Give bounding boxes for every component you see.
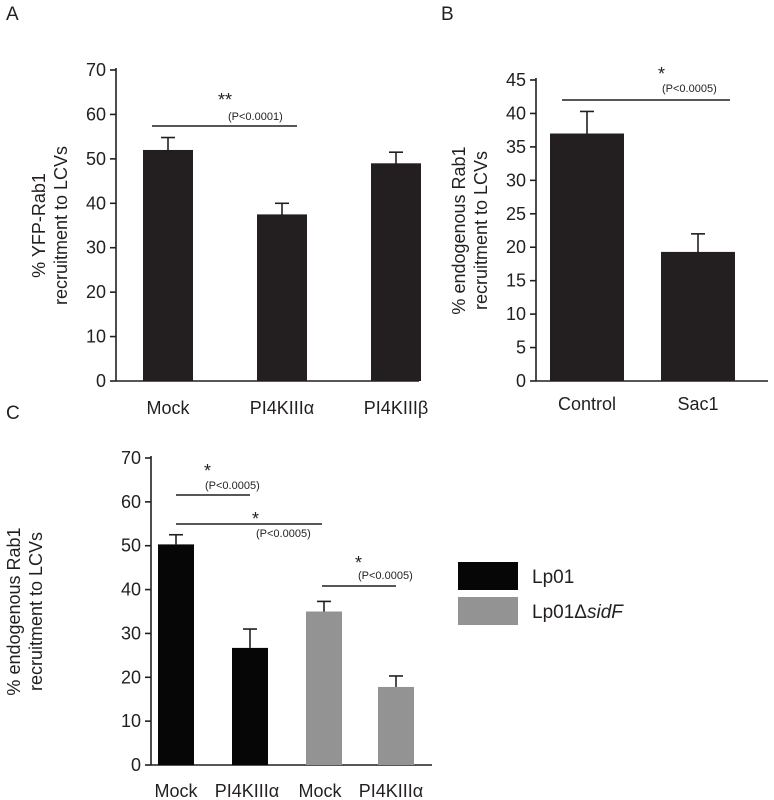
significance-stars: *: [355, 553, 362, 573]
legend-swatch: [458, 562, 518, 590]
y-tick-label: 60: [121, 492, 141, 512]
significance-stars: *: [252, 509, 259, 529]
chart-panel-c: 0 10 20 30 40 50 60 70 Mock PI4KIIIα Mock PI4KIIIα%…: [4, 448, 432, 800]
y-tick-label: 0: [96, 371, 106, 391]
y-tick-label: 20: [86, 282, 106, 302]
panel-letter-a: A: [6, 4, 19, 25]
y-tick-label: 40: [506, 103, 526, 123]
bar: [306, 611, 342, 765]
legend-label: Lp01: [532, 567, 574, 588]
p-value-label: (P<0.0005): [358, 570, 413, 582]
y-tick-label: 5: [516, 338, 526, 358]
x-tick-label: Mock: [154, 781, 198, 800]
legend-swatch: [458, 597, 518, 625]
x-tick-label: Mock: [146, 398, 190, 418]
legend-label-text: Lp01: [532, 567, 574, 588]
y-tick-label: 70: [121, 448, 141, 468]
y-axis-label-line: recruitment to LCVs: [471, 151, 491, 310]
bar: [158, 544, 194, 765]
y-tick-label: 30: [86, 238, 106, 258]
x-tick-label: PI4KIIIβ: [364, 398, 428, 418]
y-tick-label: 50: [121, 536, 141, 556]
y-axis-label-line: % YFP-Rab1: [29, 173, 49, 278]
y-tick-label: 30: [121, 623, 141, 643]
significance-stars: *: [658, 64, 665, 84]
legend-label-text: Lp01Δ: [532, 602, 587, 623]
panel-letter-b: B: [441, 4, 454, 25]
y-tick-label: 60: [86, 104, 106, 124]
p-value-label: (P<0.0005): [662, 83, 717, 95]
y-tick-label: 45: [506, 70, 526, 90]
y-tick-label: 10: [506, 304, 526, 324]
y-tick-label: 50: [86, 149, 106, 169]
y-tick-label: 30: [506, 170, 526, 190]
x-tick-label: Mock: [298, 781, 342, 800]
significance-stars: **: [218, 90, 232, 110]
x-tick-label: PI4KIIIα: [250, 398, 314, 418]
y-axis-label-line: % endogenous Rab1: [449, 146, 469, 314]
p-value-label: (P<0.0005): [205, 480, 260, 492]
y-tick-label: 35: [506, 137, 526, 157]
x-tick-label: Control: [558, 394, 616, 414]
p-value-label: (P<0.0005): [256, 528, 311, 540]
x-tick-label: PI4KIIIα: [215, 781, 279, 800]
bar: [661, 251, 735, 381]
y-axis-label: % endogenous Rab1 recruitment to LCVs: [4, 527, 46, 695]
bar: [550, 133, 624, 381]
y-axis-label-line: recruitment to LCVs: [51, 146, 71, 305]
y-tick-label: 15: [506, 271, 526, 291]
legend-label-italic: sidF: [587, 602, 624, 623]
bar: [143, 149, 193, 381]
y-tick-label: 25: [506, 204, 526, 224]
bar: [371, 163, 421, 381]
y-tick-label: 0: [131, 755, 141, 775]
panel-letter-c: C: [6, 403, 20, 424]
p-value-label: (P<0.0001): [228, 111, 283, 123]
y-tick-label: 10: [121, 711, 141, 731]
bar: [257, 214, 307, 381]
y-axis-label: % YFP-Rab1 recruitment to LCVs: [29, 146, 71, 305]
bar: [232, 647, 268, 765]
x-tick-label: PI4KIIIα: [359, 781, 423, 800]
y-tick-label: 10: [86, 327, 106, 347]
x-tick-label: Sac1: [677, 394, 718, 414]
significance-stars: *: [204, 461, 211, 481]
y-tick-label: 40: [86, 193, 106, 213]
y-tick-label: 40: [121, 580, 141, 600]
legend-label: Lp01ΔsidF: [532, 602, 624, 623]
y-tick-label: 20: [506, 237, 526, 257]
y-tick-label: 70: [86, 60, 106, 80]
chart-legend: Lp01 Lp01ΔsidF: [458, 562, 624, 625]
bar: [378, 686, 414, 765]
y-axis-label-line: % endogenous Rab1: [4, 527, 24, 695]
y-axis-label-line: recruitment to LCVs: [26, 532, 46, 691]
chart-panel-b: 0 5 10 15 20 25 30 35 40 45 Control Sac1 % endogenou…: [449, 64, 768, 414]
chart-panel-a: 0 10 20 30 40 50 60 70 Mock PI4KIIIα PI4KIIIβ % YFP…: [29, 60, 428, 418]
y-tick-label: 20: [121, 667, 141, 687]
y-axis-label: % endogenous Rab1 recruitment to LCVs: [449, 146, 491, 314]
y-tick-label: 0: [516, 371, 526, 391]
